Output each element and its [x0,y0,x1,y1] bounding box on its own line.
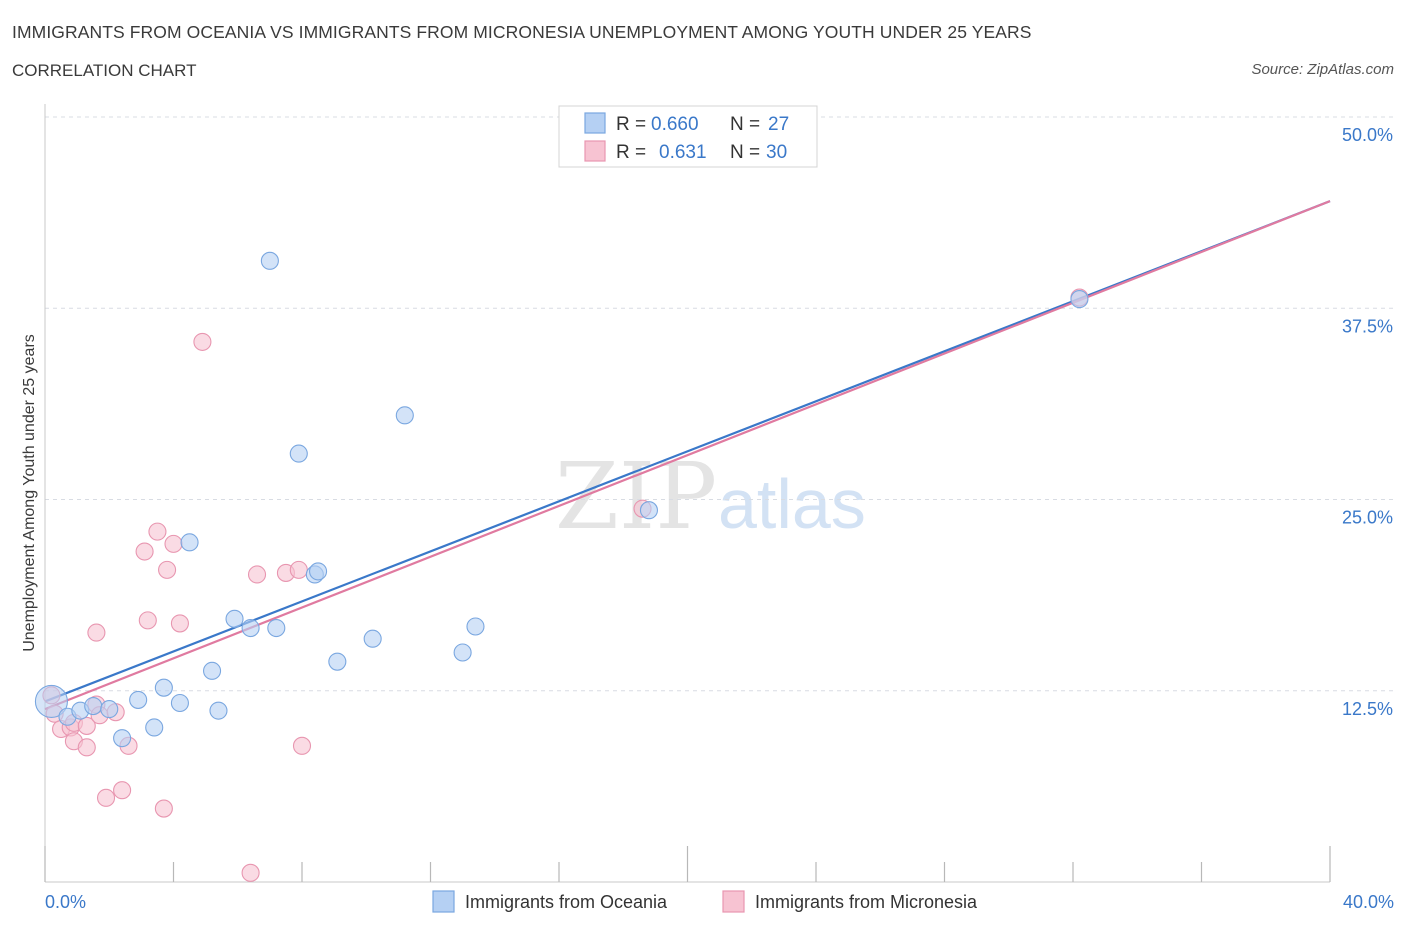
chart-subtitle: CORRELATION CHART [12,61,197,80]
stats-micronesia-n-label: N = [730,142,760,163]
point-oceania-6 [129,690,148,709]
legend-micronesia-swatch [722,890,745,913]
point-oceania-11 [203,661,222,680]
chart-title: IMMIGRANTS FROM OCEANIA VS IMMIGRANTS FR… [12,22,1032,42]
stats-oceania-swatch [584,112,606,134]
y-tick-label-2: 37.5% [1342,316,1393,336]
x-tick-label-max: 40.0% [1343,892,1394,912]
legend-oceania-swatch [432,890,455,913]
series-oceania-points [34,251,1089,748]
point-oceania-5 [113,729,132,748]
stats-oceania-n-value: 27 [768,114,789,135]
point-micronesia-27 [292,736,312,755]
watermark-zip: ZIP [555,443,717,550]
stats-oceania-r-label: R = [616,114,646,135]
legend-oceania-label: Immigrants from Oceania [465,892,668,912]
point-micronesia-26 [289,560,308,579]
stats-legend: R = 0.660 N = 27 R = 0.631 N = 30 [558,105,818,168]
point-oceania-14 [241,618,260,638]
gridlines [45,116,1394,692]
point-micronesia-7 [77,738,96,757]
point-oceania-20 [328,652,347,671]
point-oceania-15 [260,251,279,270]
watermark: ZIP atlas [555,443,866,550]
point-micronesia-21 [170,614,189,633]
stats-oceania-r-value: 0.660 [651,114,699,135]
point-micronesia-15 [135,542,154,561]
point-oceania-19 [309,562,328,581]
point-micronesia-10 [87,623,106,642]
point-micronesia-13 [113,781,132,800]
point-oceania-0 [34,684,68,719]
stats-oceania-n-label: N = [730,114,760,135]
point-oceania-23 [453,643,472,662]
stats-micronesia-r-value: 0.631 [659,142,707,163]
point-oceania-8 [154,678,173,697]
point-oceania-25 [639,501,659,520]
point-oceania-9 [170,693,189,713]
trend-line-micronesia [44,200,1331,711]
point-oceania-26 [1070,290,1089,309]
bottom-legend: Immigrants from Oceania Immigrants from … [432,890,978,913]
point-micronesia-11 [96,788,116,807]
point-micronesia-23 [241,863,260,882]
point-oceania-3 [84,696,103,716]
stats-micronesia-r-label: R = [616,142,646,163]
point-oceania-17 [289,444,308,463]
point-oceania-4 [100,700,119,719]
point-micronesia-19 [158,560,177,579]
x-axis-ticks [44,846,1331,882]
point-micronesia-17 [148,522,167,541]
point-oceania-7 [145,718,164,737]
stats-micronesia-swatch [584,140,606,162]
point-micronesia-22 [193,332,212,351]
point-micronesia-16 [138,611,157,630]
point-oceania-21 [363,629,382,648]
point-oceania-22 [395,406,414,425]
y-tick-label-0: 12.5% [1342,699,1393,719]
series-micronesia-points [42,288,1089,882]
point-micronesia-20 [164,534,183,553]
point-oceania-16 [267,618,286,638]
trend-lines [44,200,1331,711]
trend-line-oceania [44,200,1331,703]
point-micronesia-18 [154,799,173,818]
y-tick-label-1: 25.0% [1342,508,1393,528]
point-oceania-12 [209,701,228,720]
point-oceania-24 [466,617,485,636]
legend-micronesia-label: Immigrants from Micronesia [755,892,978,912]
watermark-atlas: atlas [718,465,866,543]
y-axis-tick-labels: 12.5% 25.0% 37.5% 50.0% [1342,125,1393,719]
point-micronesia-6 [77,716,96,735]
source-credit: Source: ZipAtlas.com [1251,61,1394,78]
point-oceania-10 [180,533,199,552]
stats-micronesia-n-value: 30 [766,142,787,163]
point-oceania-13 [225,609,244,628]
point-micronesia-24 [247,565,267,584]
y-axis-label: Unemployment Among Youth under 25 years [21,334,38,652]
x-tick-label-min: 0.0% [45,892,86,912]
y-tick-label-3: 50.0% [1342,125,1393,145]
